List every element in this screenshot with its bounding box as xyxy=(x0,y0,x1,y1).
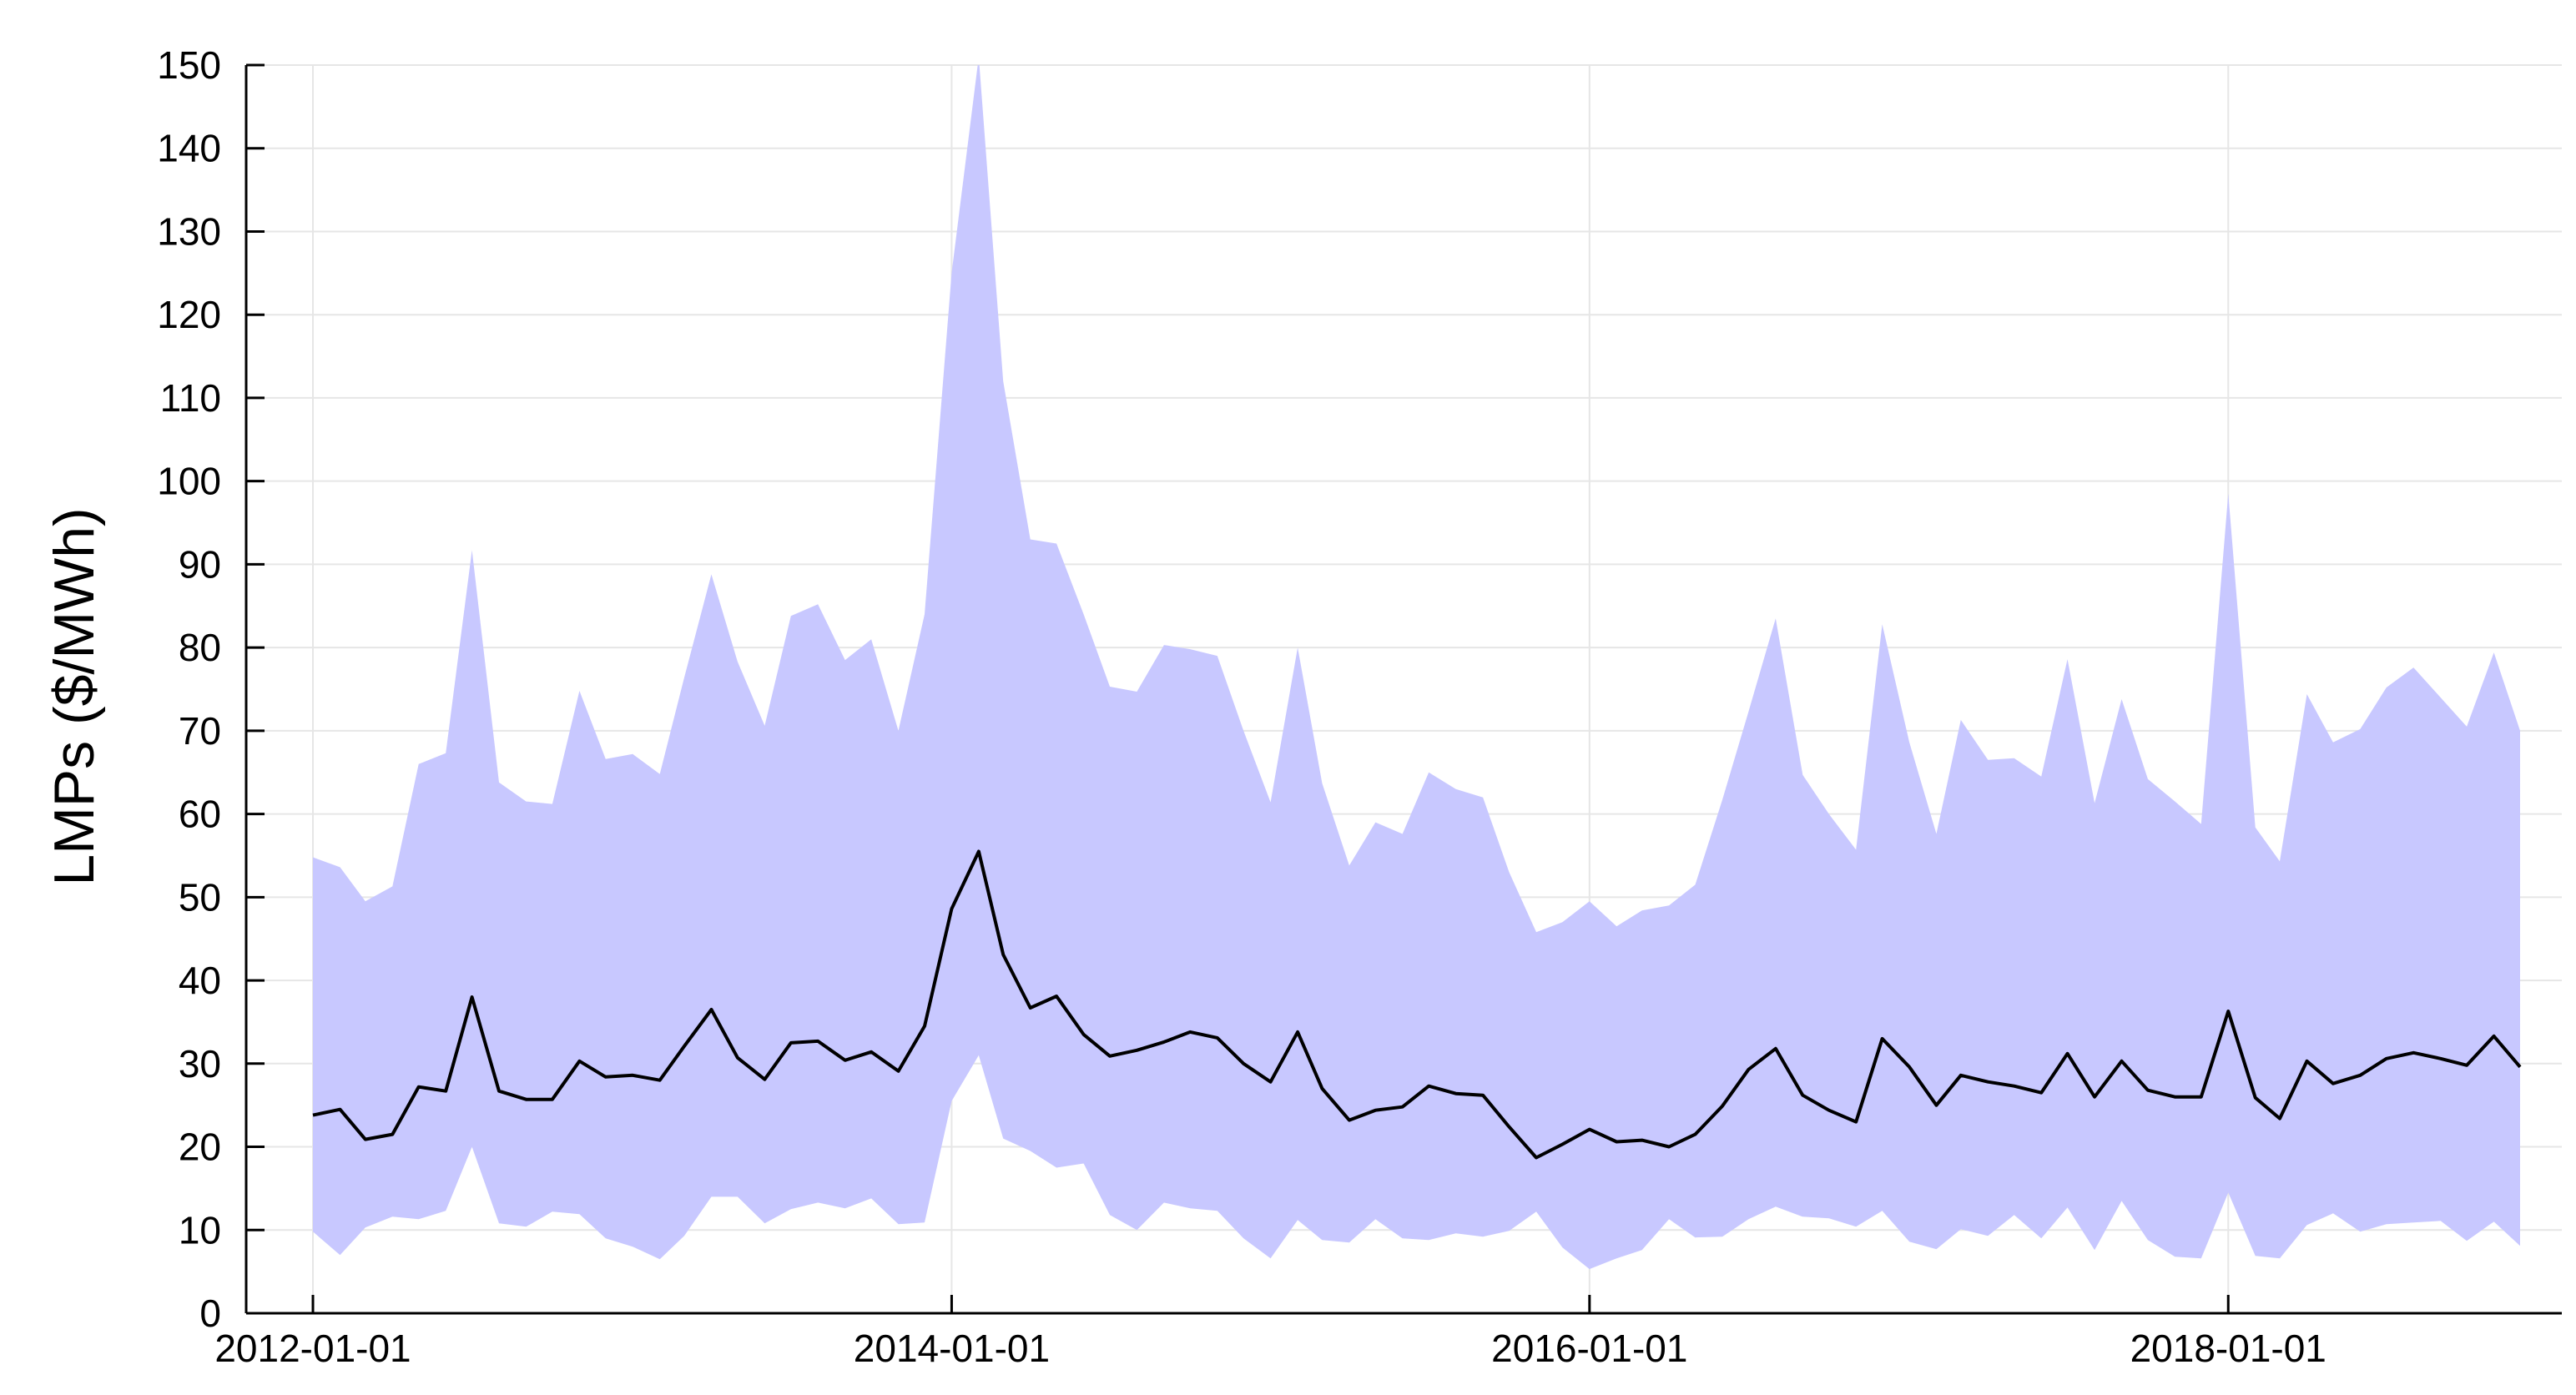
band-area xyxy=(313,65,2520,1270)
x-tick-label: 2016-01-01 xyxy=(1491,1327,1687,1370)
y-tick-label: 60 xyxy=(179,793,221,836)
y-tick-label: 0 xyxy=(199,1292,221,1335)
x-tick-label: 2012-01-01 xyxy=(214,1327,411,1370)
y-tick-label: 30 xyxy=(179,1042,221,1085)
y-axis-title: LMPs ($/MWh) xyxy=(43,507,106,885)
y-tick-label: 40 xyxy=(179,959,221,1002)
x-tick-label: 2014-01-01 xyxy=(854,1327,1050,1370)
y-tick-label: 100 xyxy=(157,460,221,503)
y-tick-label: 110 xyxy=(160,376,221,420)
y-tick-label: 120 xyxy=(157,293,221,336)
y-tick-label: 70 xyxy=(179,709,221,753)
axes xyxy=(244,65,2562,1315)
x-axis-ticks: 2012-01-01 2014-01-01 2016-01-01 2018-01-01 xyxy=(214,1295,2326,1370)
y-tick-label: 50 xyxy=(179,875,221,919)
y-tick-label: 80 xyxy=(179,626,221,669)
y-tick-label: 150 xyxy=(157,43,221,87)
x-tick-label: 2018-01-01 xyxy=(2130,1327,2326,1370)
y-axis-ticks: 0 10 20 30 40 50 60 70 80 90 100 110 120 130 140 150 xyxy=(157,43,265,1335)
range-band xyxy=(313,65,2520,1270)
y-tick-label: 10 xyxy=(179,1208,221,1251)
y-tick-label: 90 xyxy=(179,542,221,586)
mean-series-line xyxy=(312,849,2522,1160)
y-tick-label: 130 xyxy=(157,209,221,253)
mean-line xyxy=(312,849,2522,1160)
y-tick-label: 140 xyxy=(157,127,221,170)
y-tick-label: 20 xyxy=(179,1126,221,1169)
